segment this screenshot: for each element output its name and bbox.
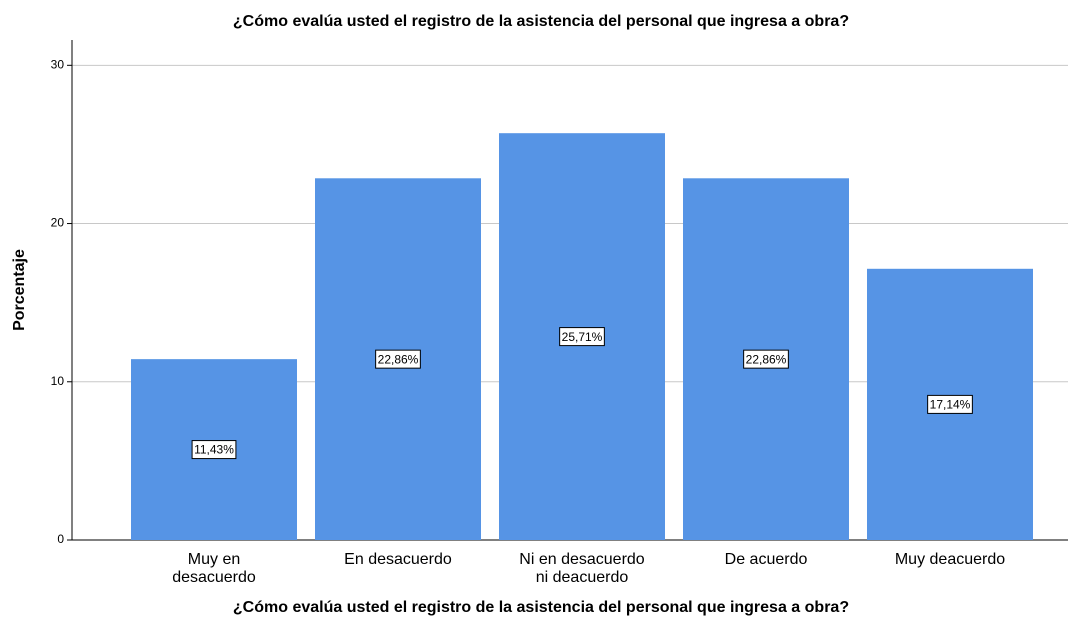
value-label-box [375,349,421,369]
x-tick-label: Ni en desacuerdo ni deacuerdo [519,551,645,586]
value-label: 17,14% [930,398,971,412]
value-label-box [191,440,237,460]
value-label: 22,86% [378,352,419,366]
y-tick-label: 0 [57,532,64,546]
x-tick-label: De acuerdo [725,551,808,568]
value-label-box [743,349,789,369]
x-axis-title: ¿Cómo evalúa usted el registro de la asi… [233,599,849,616]
value-label-box [927,394,973,414]
x-tick-label: Muy deacuerdo [895,551,1005,568]
value-label: 11,43% [194,443,234,457]
y-axis-title: Porcentaje [11,249,28,331]
value-label: 22,86% [746,352,787,366]
value-label-box [559,327,605,347]
x-tick-label: En desacuerdo [344,551,452,568]
y-tick-label: 10 [51,374,65,388]
y-tick-label: 30 [51,57,65,71]
chart-title: ¿Cómo evalúa usted el registro de la asi… [233,13,849,30]
value-label: 25,71% [562,330,603,344]
x-tick-label: Muy en desacuerdo [172,551,256,586]
y-tick-label: 20 [51,216,65,230]
